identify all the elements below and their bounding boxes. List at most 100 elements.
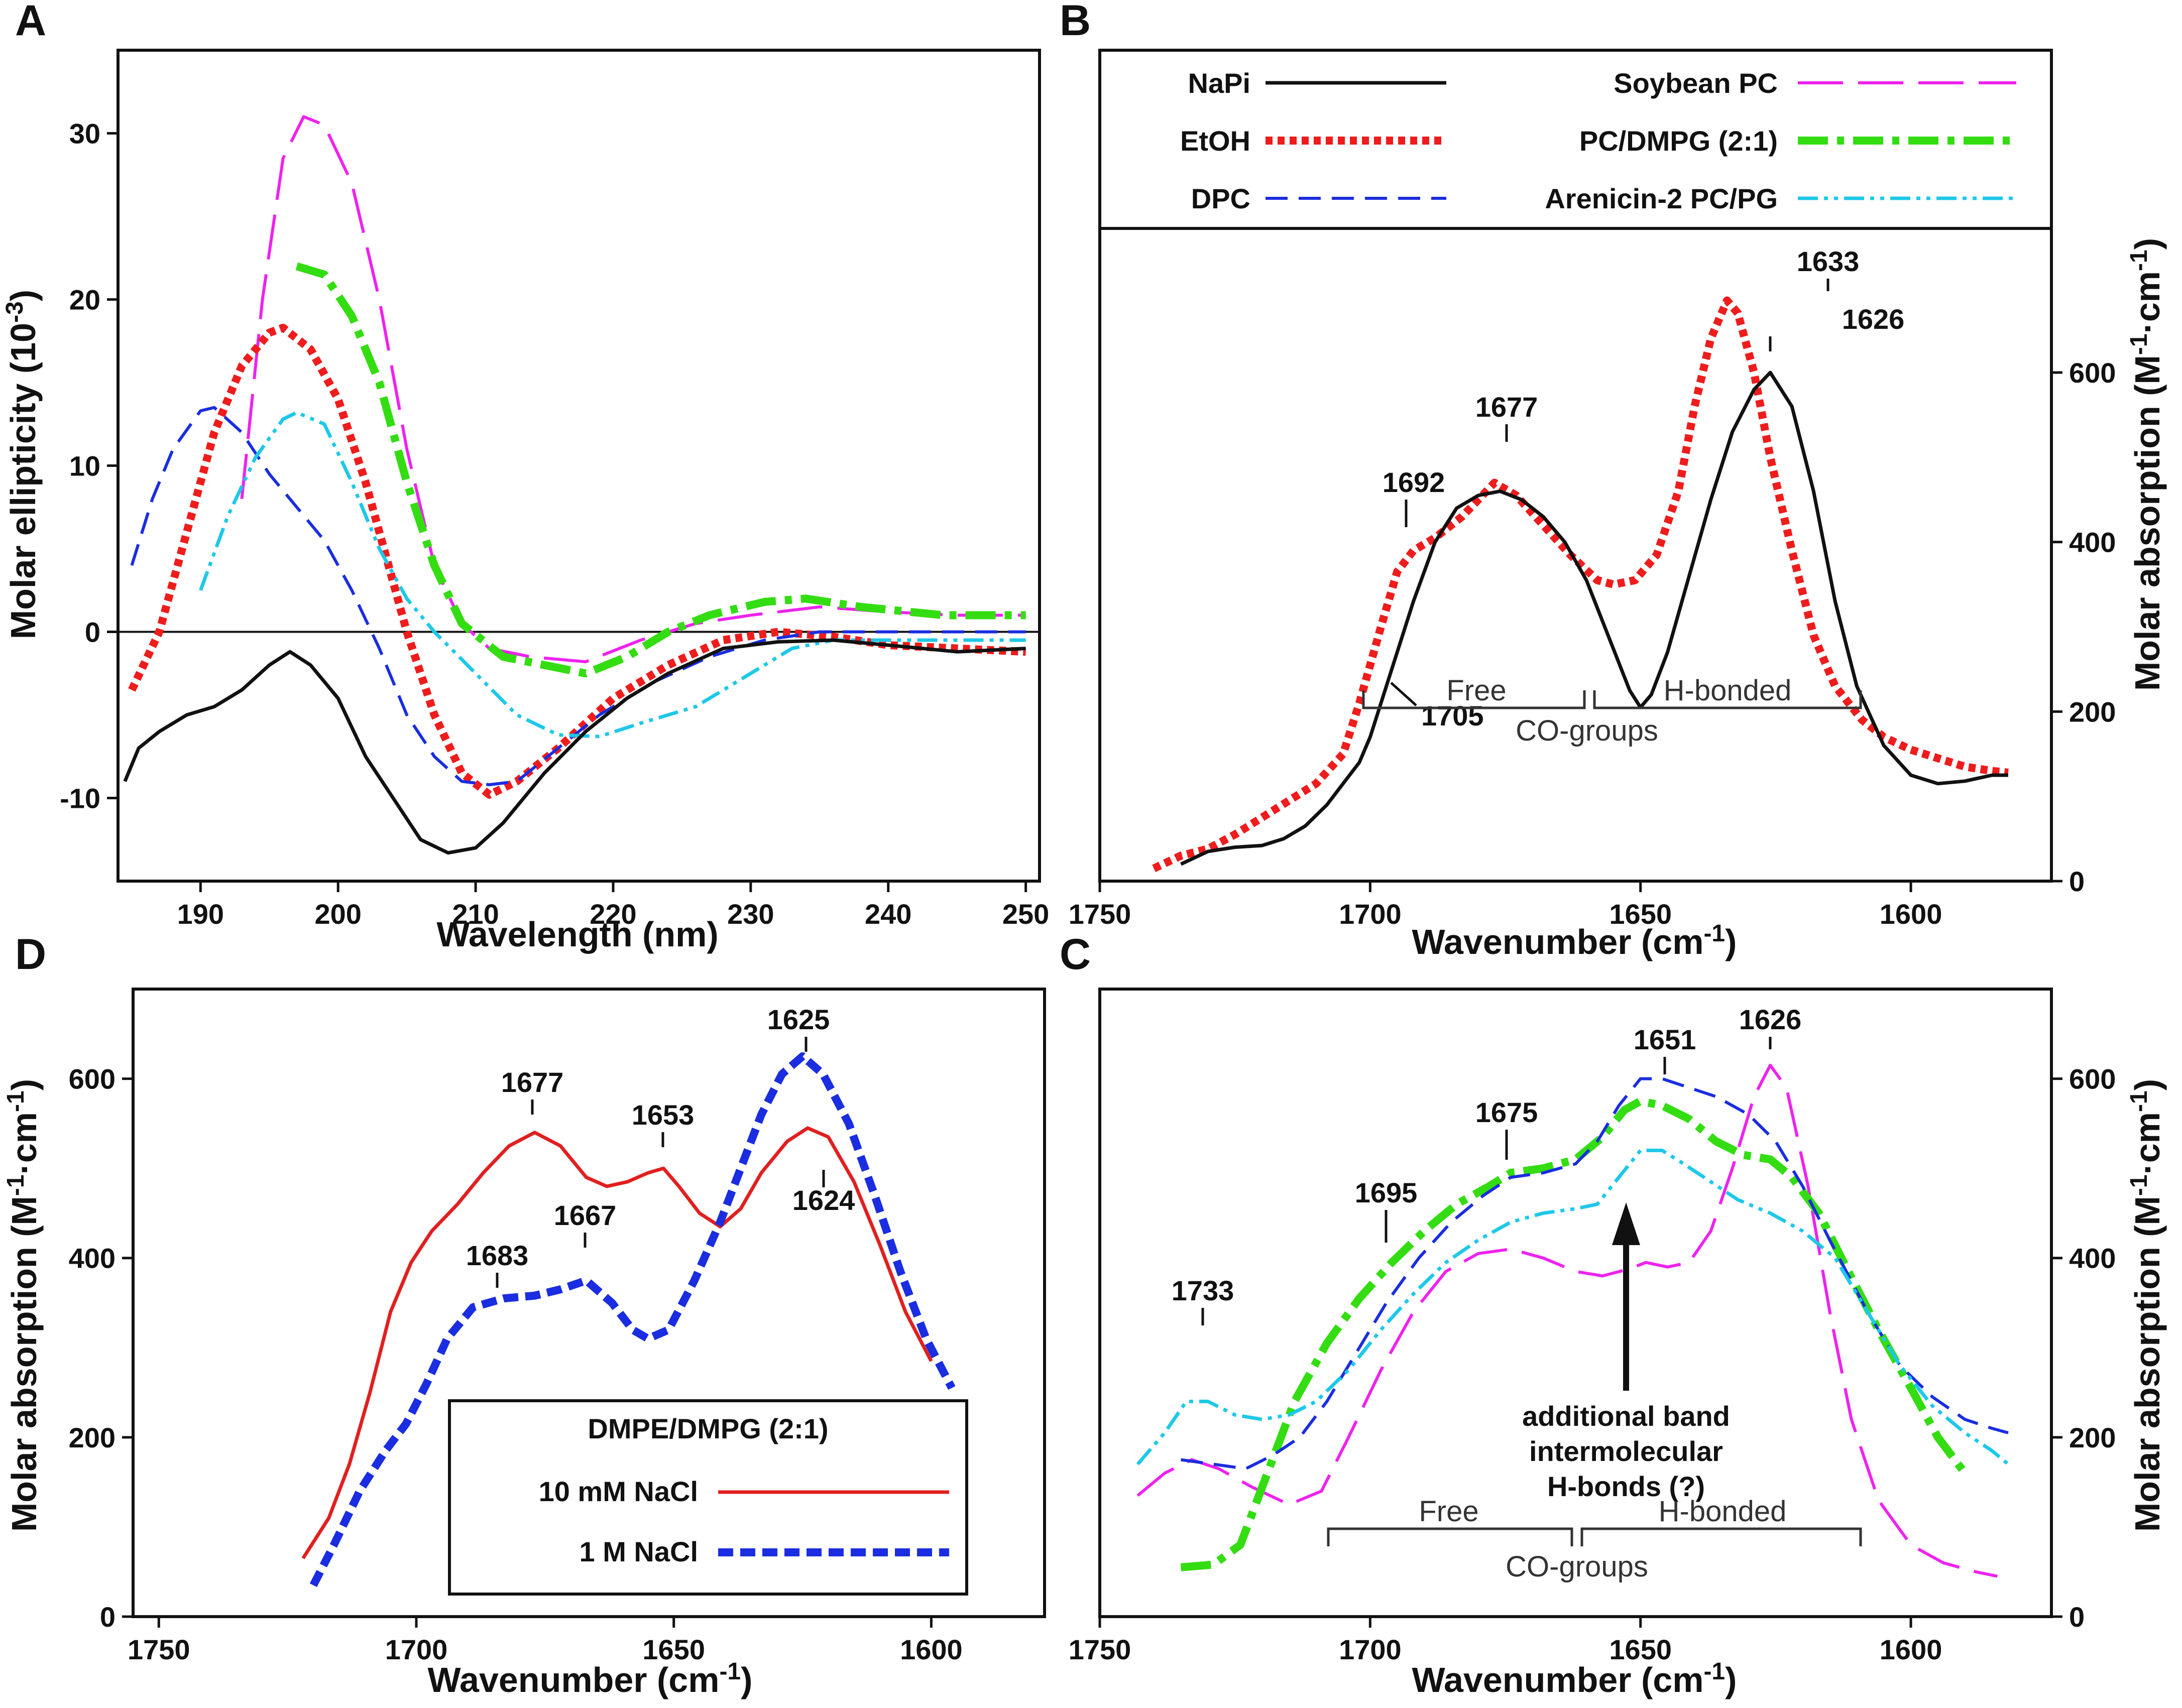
x-ticks: 1750 1700 1650 1600 (1069, 1617, 1942, 1665)
bracket-group: CO-groups (1506, 1550, 1648, 1583)
legend-label: EtOH (1180, 125, 1250, 157)
peak-label: 1705 (1421, 700, 1484, 731)
plot-frame-b (1098, 49, 2053, 883)
x-tick-label: 190 (177, 898, 224, 930)
bracket-group: CO-groups (1516, 714, 1658, 747)
y-tick-label: 20 (69, 284, 100, 316)
peak-label: 1626 (1842, 303, 1905, 335)
y-tick-label: 600 (2069, 1063, 2116, 1095)
series-layer (1152, 296, 2009, 872)
peak-label: 1692 (1383, 466, 1445, 498)
x-axis-label-a: Wavelength (nm) (436, 915, 718, 954)
plot-frame-c (1098, 988, 2053, 1618)
annotation-line: intermolecular (1529, 1435, 1723, 1467)
peak-label: 1675 (1475, 1096, 1538, 1128)
panel-label-b: B (1060, 0, 1091, 45)
y-tick-label: 400 (69, 1243, 116, 1274)
peak-label: 1625 (767, 1004, 830, 1035)
arrow-head-icon (1612, 1202, 1640, 1245)
annotations: 1633 1626 1677 1692 1705 Free H-bonded C… (1362, 246, 1905, 747)
series-napi (1180, 371, 2008, 866)
series-soybean-pc (240, 115, 1026, 664)
x-tick-label: 1600 (900, 1634, 963, 1665)
y-tick-label: 600 (69, 1063, 116, 1095)
x-tick-label: 210 (452, 898, 499, 930)
panel-label-d: D (15, 930, 46, 979)
y-axis-label-c: Molar absorption (M-1·cm-1) (2126, 1079, 2167, 1532)
x-tick-label: 230 (727, 898, 774, 930)
x-ticks: 1750 1700 1650 1600 (1069, 881, 1942, 930)
y-axis-label-a: Molar ellipticity (10-3) (2, 290, 43, 639)
y-tick-label: 0 (2069, 1601, 2085, 1633)
panel-b: B NaPi EtOH DPC Soybean PC PC/DMPG (2:1) Aren… (1060, 0, 2167, 961)
x-tick-label: 1600 (1880, 898, 1942, 930)
series-10-mm-nacl (301, 1126, 933, 1559)
series-layer (1136, 1063, 2010, 1578)
peak-label: 1626 (1739, 1004, 1802, 1035)
peak-label: 1633 (1797, 246, 1860, 277)
panel-label-a: A (15, 0, 46, 45)
x-tick-label: 1700 (1339, 1634, 1402, 1665)
series-pc-dmpg-2-1- (295, 262, 1026, 678)
y-axis-label-b: Molar absorption (M-1·cm-1) (2126, 238, 2167, 691)
series-layer (123, 115, 1026, 855)
series-soybean-pc (1136, 1063, 1998, 1578)
y-tick-label: -10 (60, 783, 100, 814)
panel-d: D 1750 1700 1650 1600 0 200 400 600 1625 1677 … (3, 930, 1046, 1699)
peak-label: 1677 (501, 1066, 564, 1098)
y-ticks: 0 200 400 600 (69, 1063, 133, 1633)
legend-label: PC/DMPG (2:1) (1579, 125, 1778, 157)
x-tick-label: 200 (314, 898, 361, 930)
x-tick-label: 240 (865, 898, 911, 930)
y-tick-label: 30 (69, 118, 100, 150)
peak-label: 1667 (554, 1199, 617, 1231)
y-tick-label: 400 (2069, 1243, 2116, 1274)
y-tick-label: 200 (69, 1422, 116, 1453)
annotation-line: additional band (1522, 1400, 1730, 1432)
plot-frame-d (132, 988, 1046, 1618)
x-tick-label: 1750 (1069, 1634, 1131, 1665)
peak-label: 1677 (1475, 391, 1538, 423)
y-tick-label: 10 (69, 450, 100, 482)
series-napi (123, 638, 1026, 855)
x-tick-label: 1650 (642, 1634, 705, 1665)
legend-d: DMPE/DMPG (2:1) 10 mM NaCl 1 M NaCl (448, 1399, 968, 1596)
x-tick-label: 220 (590, 898, 636, 930)
x-axis-label-d: Wavenumber (cm-1) (428, 1658, 753, 1699)
x-ticks: 1750 1700 1650 1600 (128, 1617, 963, 1665)
series-dpc (130, 406, 1026, 786)
annotations: 1733 1695 1675 1651 1626 additional band… (1172, 1004, 1862, 1583)
series-arenicin-2-pc-pg (199, 411, 1026, 739)
y-tick-label: 0 (85, 617, 100, 648)
legend-label: 1 M NaCl (580, 1536, 699, 1567)
x-tick-label: 1750 (1069, 898, 1131, 930)
x-tick-label: 1650 (1609, 898, 1672, 930)
panel-label-c: C (1060, 930, 1091, 979)
x-tick-label: 1600 (1880, 1634, 1942, 1665)
legend-label: 10 mM NaCl (539, 1476, 698, 1507)
y-ticks: 0 200 400 600 (2051, 357, 2116, 897)
annotation-line: H-bonds (?) (1547, 1471, 1705, 1502)
series-layer (301, 1052, 956, 1588)
y-tick-label: 0 (100, 1601, 116, 1633)
bracket-free: Free (1419, 1495, 1478, 1528)
x-tick-label: 1650 (1609, 1634, 1672, 1665)
legend-label: NaPi (1188, 67, 1251, 99)
x-axis-label-b: Wavenumber (cm-1) (1412, 920, 1737, 961)
bracket-free: Free (1446, 674, 1506, 707)
peak-label: 1733 (1172, 1275, 1234, 1306)
series-arenicin-2-pc-pg (1136, 1148, 2010, 1466)
x-tick-label: 1750 (128, 1634, 190, 1665)
y-ticks: 30 20 10 0 -10 (60, 118, 118, 814)
peak-label: 1624 (792, 1184, 855, 1216)
co-bracket (1327, 1527, 1862, 1546)
co-bracket (1362, 690, 1862, 709)
y-tick-label: 200 (2069, 696, 2116, 727)
x-tick-label: 250 (1002, 898, 1049, 930)
y-tick-label: 400 (2069, 527, 2116, 558)
peak-label: 1695 (1355, 1177, 1418, 1208)
legend-label: DPC (1191, 183, 1250, 214)
legend-label: Soybean PC (1614, 67, 1778, 99)
y-tick-label: 0 (2069, 866, 2085, 897)
